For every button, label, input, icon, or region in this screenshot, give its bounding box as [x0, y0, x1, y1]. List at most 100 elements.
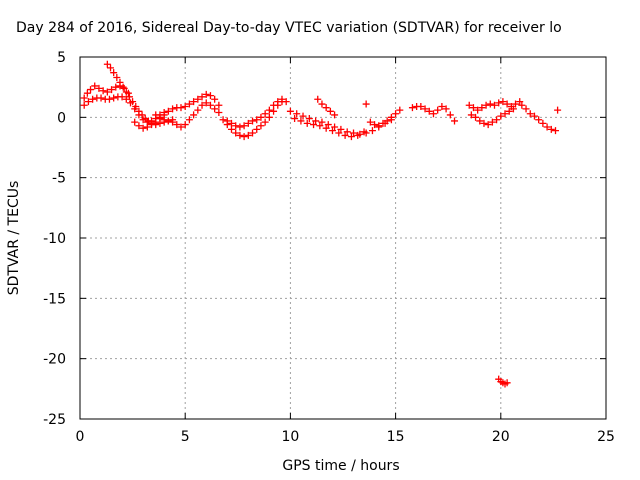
data-point — [190, 98, 198, 106]
data-point — [152, 111, 160, 119]
data-point — [488, 118, 496, 126]
data-point — [303, 119, 311, 127]
y-tick-label: 0 — [57, 110, 66, 126]
data-point — [244, 131, 252, 139]
series-track-n-evening-lower — [467, 105, 517, 129]
data-point — [360, 128, 368, 136]
data-point — [194, 95, 202, 103]
data-point — [495, 99, 503, 107]
data-point — [135, 107, 143, 115]
data-point — [318, 100, 326, 108]
data-point — [116, 78, 124, 86]
data-point — [244, 119, 252, 127]
data-point — [103, 60, 111, 68]
data-point — [129, 98, 137, 106]
data-point — [518, 101, 526, 109]
data-point — [438, 102, 446, 110]
data-point — [169, 118, 177, 126]
x-tick-label: 25 — [597, 429, 615, 445]
data-point — [87, 86, 95, 94]
data-point — [335, 129, 343, 137]
data-point — [392, 110, 400, 118]
series-track-e-lower-branch — [152, 99, 219, 131]
data-point — [99, 87, 107, 95]
data-point — [451, 117, 459, 125]
data-point — [554, 106, 562, 114]
data-point — [512, 100, 520, 108]
data-point — [91, 82, 99, 90]
data-point — [282, 98, 290, 106]
data-point — [331, 123, 339, 131]
series-track-o-night — [518, 101, 562, 135]
series-track-i-midday-lower — [291, 115, 368, 141]
y-tick-label: -25 — [43, 412, 66, 428]
data-point — [240, 133, 248, 141]
data-point — [206, 101, 214, 109]
x-tick-label: 0 — [76, 429, 85, 445]
data-point — [156, 113, 164, 121]
x-tick-label: 20 — [492, 429, 510, 445]
data-points — [80, 60, 562, 388]
data-point — [270, 101, 278, 109]
data-point — [118, 93, 126, 101]
data-point — [446, 111, 454, 119]
data-point — [181, 102, 189, 110]
data-point — [135, 122, 143, 130]
data-point — [202, 90, 210, 98]
data-point — [265, 106, 273, 114]
data-point — [131, 118, 139, 126]
data-point — [112, 83, 120, 91]
series-track-m-evening — [465, 98, 524, 114]
x-tick-label: 10 — [281, 429, 299, 445]
y-tick-label: -5 — [52, 171, 66, 187]
data-point — [223, 117, 231, 125]
data-point — [493, 116, 501, 124]
data-point — [341, 131, 349, 139]
series-track-l-late-afternoon — [408, 102, 459, 125]
data-point — [177, 123, 185, 131]
data-point — [396, 106, 404, 114]
data-point — [486, 100, 494, 108]
data-point — [522, 105, 530, 113]
data-point — [337, 125, 345, 133]
data-point — [322, 124, 330, 132]
data-point — [120, 84, 128, 92]
series-track-k-afternoon — [362, 100, 404, 130]
data-point — [286, 107, 294, 115]
data-point — [95, 84, 103, 92]
data-point — [379, 119, 387, 127]
data-point — [249, 129, 257, 137]
data-point — [326, 107, 334, 115]
data-point — [211, 105, 219, 113]
data-point — [484, 121, 492, 129]
data-point — [425, 107, 433, 115]
data-point — [181, 121, 189, 129]
data-point — [465, 101, 473, 109]
data-point — [509, 105, 517, 113]
data-point — [164, 107, 172, 115]
data-point — [110, 69, 118, 77]
data-point — [362, 100, 370, 108]
data-point — [253, 116, 261, 124]
data-point — [164, 117, 172, 125]
data-point — [139, 124, 147, 132]
data-point — [143, 123, 151, 131]
data-point — [257, 113, 265, 121]
data-point — [467, 111, 475, 119]
data-point — [232, 122, 240, 130]
data-point — [185, 100, 193, 108]
grid — [80, 57, 606, 419]
data-point — [125, 93, 133, 101]
y-tick-labels: 5 0 -5 -10 -15 -20 -25 — [43, 50, 66, 428]
data-point — [368, 127, 376, 135]
data-point — [173, 121, 181, 129]
series-track-a-early-high — [80, 82, 132, 102]
data-point — [539, 119, 547, 127]
data-point — [526, 110, 534, 118]
data-point — [108, 86, 116, 94]
data-point — [314, 95, 322, 103]
data-point — [490, 101, 498, 109]
data-point — [516, 98, 524, 106]
data-point — [113, 74, 121, 82]
data-point — [347, 133, 355, 141]
